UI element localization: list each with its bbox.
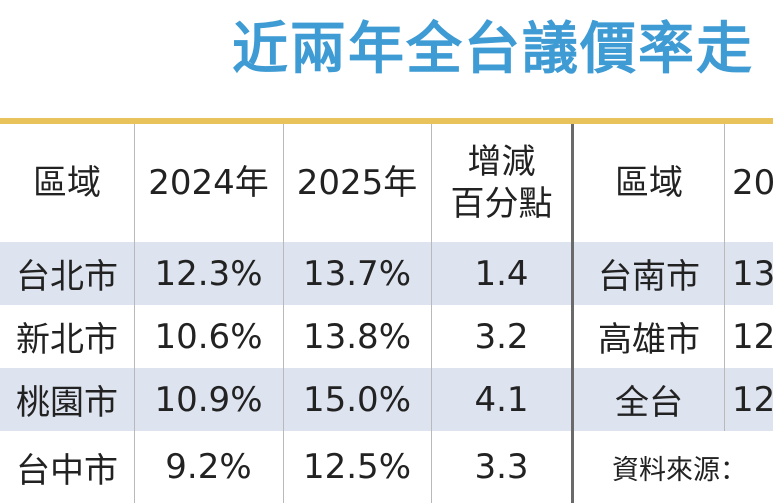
header-change-line2: 百分點 [450, 184, 553, 224]
cell-region-right: 全台 [615, 383, 683, 423]
cell-2025: 13.8% [302, 316, 411, 357]
cell-2024: 12.3% [154, 253, 263, 294]
chart-title: 近兩年全台議價率走 [232, 17, 754, 82]
header-change-line1: 增減 [467, 142, 536, 182]
table-row: 台中市 9.2% 12.5% 3.3 資料來源： [0, 431, 773, 503]
table-row: 台北市 12.3% 13.7% 1.4 台南市 13 [0, 242, 773, 305]
cell-2024: 10.9% [154, 379, 263, 420]
column-divider [283, 124, 284, 503]
cell-2024-right: 12 [732, 379, 773, 420]
cell-2025: 13.7% [302, 253, 411, 294]
cell-2024: 9.2% [165, 447, 252, 487]
title-rule [0, 118, 773, 124]
header-region: 區域 [33, 163, 101, 203]
cell-region-right: 台南市 [598, 257, 700, 297]
cell-change: 1.4 [474, 253, 529, 294]
cell-change: 3.3 [474, 447, 529, 487]
cell-2025: 15.0% [302, 379, 411, 420]
header-change: 增減 百分點 [431, 124, 572, 242]
header-region-right: 區域 [615, 163, 683, 203]
header-2025: 2025年 [296, 163, 418, 203]
source-note: 資料來源： [612, 454, 747, 486]
column-divider [134, 124, 135, 503]
cell-2024-right: 12 [732, 316, 773, 357]
cell-region: 桃園市 [16, 383, 118, 423]
cell-change: 4.1 [474, 379, 529, 420]
table-row: 新北市 10.6% 13.8% 3.2 高雄市 12 [0, 305, 773, 368]
cell-change: 3.2 [474, 316, 529, 357]
table-header: 區域 2024年 2025年 增減 百分點 區域 20 [0, 124, 773, 242]
column-divider [724, 124, 725, 431]
header-2024-right: 20 [732, 163, 773, 203]
column-divider [431, 124, 432, 503]
cell-2025: 12.5% [302, 447, 411, 487]
cell-region: 台中市 [16, 450, 118, 491]
header-2024: 2024年 [148, 163, 269, 203]
table-row: 桃園市 10.9% 15.0% 4.1 全台 12 [0, 368, 773, 431]
cell-region: 台北市 [16, 257, 118, 297]
cell-region: 新北市 [16, 320, 118, 360]
cell-region-right: 高雄市 [598, 320, 700, 360]
cell-2024: 10.6% [154, 316, 263, 357]
table-divider [571, 124, 574, 503]
cell-2024-right: 13 [732, 253, 773, 294]
